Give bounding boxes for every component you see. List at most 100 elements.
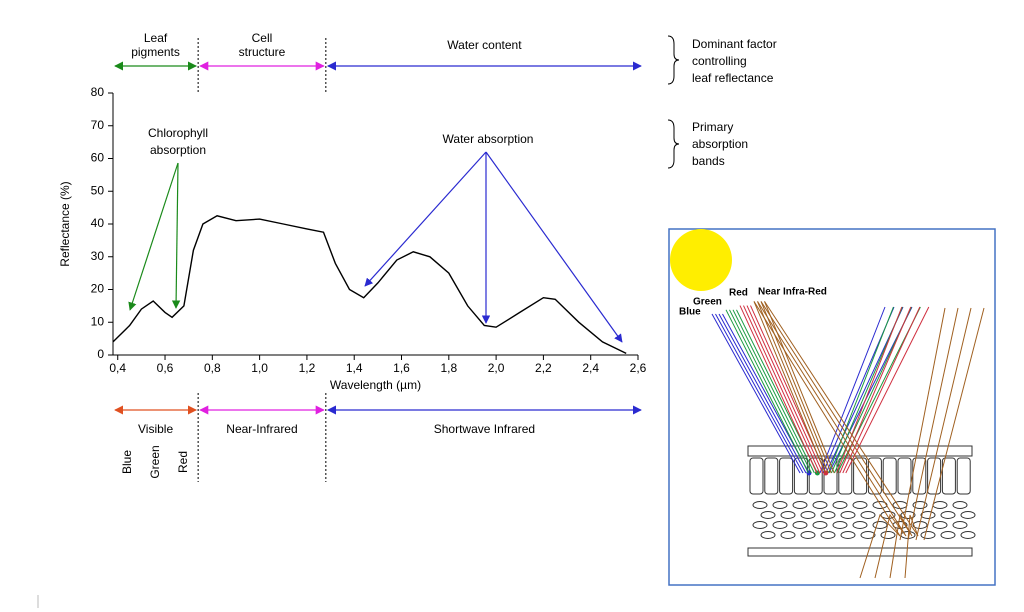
- reflected-ray: [907, 307, 959, 541]
- y-axis-label: Reflectance (%): [58, 181, 72, 266]
- y-tick-label: 30: [91, 249, 105, 263]
- palisade-cell: [897, 457, 912, 495]
- incident-ray: [764, 301, 835, 474]
- transmitted-ray: [760, 301, 913, 579]
- leaf-label: Green: [693, 297, 722, 308]
- spongy-cell: [760, 511, 776, 519]
- x-tick-label: 2,0: [488, 361, 505, 375]
- spongy-cell: [752, 521, 768, 529]
- side-note: leaf reflectance: [692, 71, 774, 85]
- spongy-cell: [780, 531, 796, 539]
- band-label: Green: [148, 445, 162, 478]
- y-tick-label: 0: [97, 347, 104, 361]
- annotation-label: Water absorption: [443, 132, 534, 146]
- brace: [667, 35, 680, 85]
- spongy-cell: [960, 531, 976, 539]
- spongy-cell: [792, 501, 808, 509]
- x-tick-label: 2,4: [582, 361, 599, 375]
- side-note: absorption: [692, 137, 748, 151]
- region-label: Leaf: [144, 31, 168, 45]
- incident-ray: [743, 305, 821, 474]
- incident-ray: [753, 301, 826, 474]
- incident-ray: [718, 313, 807, 474]
- palisade-cell: [956, 457, 971, 495]
- spongy-cell: [840, 511, 856, 519]
- brace: [667, 119, 680, 169]
- y-tick-label: 10: [91, 314, 105, 328]
- spongy-cell: [932, 501, 948, 509]
- reflected-ray: [827, 306, 894, 474]
- region-label: Cell: [252, 31, 273, 45]
- x-tick-label: 0,4: [109, 361, 126, 375]
- palisade-cell: [764, 457, 779, 495]
- spongy-cell: [872, 521, 888, 529]
- x-tick-label: 1,6: [393, 361, 410, 375]
- transmitted-ray: [753, 301, 901, 579]
- side-note: Dominant factor: [692, 37, 777, 51]
- reflected-ray: [836, 306, 903, 474]
- spongy-cell: [820, 511, 836, 519]
- palisade-cell: [941, 457, 956, 495]
- region-label: Shortwave Infrared: [434, 422, 535, 436]
- spongy-cell: [800, 511, 816, 519]
- leaf-diagram: Blue Green Red Near Infra-Red: [668, 228, 996, 586]
- spongy-cell: [812, 521, 828, 529]
- reflected-ray: [839, 306, 912, 474]
- incident-ray: [729, 309, 812, 474]
- y-tick-label: 60: [91, 151, 105, 165]
- annotation-label: Chlorophyll: [148, 126, 208, 140]
- spongy-cell: [860, 511, 876, 519]
- palisade-cell: [749, 457, 764, 495]
- incident-ray: [732, 309, 815, 474]
- spongy-cell: [920, 511, 936, 519]
- x-tick-label: 0,8: [204, 361, 221, 375]
- band-label: Red: [176, 451, 190, 473]
- side-note: Primary: [692, 120, 733, 134]
- annotation-arrow: [364, 151, 487, 287]
- band-label: Blue: [120, 450, 134, 474]
- palisade-cell: [882, 457, 897, 495]
- incident-ray: [725, 309, 809, 474]
- spongy-cell: [940, 511, 956, 519]
- spongy-cell: [852, 521, 868, 529]
- incident-ray: [739, 305, 818, 474]
- spongy-cell: [840, 531, 856, 539]
- region-label: Visible: [138, 422, 173, 436]
- spongy-cell: [772, 501, 788, 509]
- spongy-cell: [792, 521, 808, 529]
- reflected-ray: [842, 306, 921, 474]
- spongy-cell: [952, 501, 968, 509]
- x-tick-label: 2,2: [535, 361, 552, 375]
- transmitted-ray: [764, 301, 919, 579]
- reflected-ray: [923, 307, 985, 541]
- leaf-label: Near Infra-Red: [758, 287, 827, 298]
- spongy-cell: [872, 501, 888, 509]
- spongy-cell: [960, 511, 976, 519]
- reflected-ray: [915, 307, 972, 541]
- reflected-ray: [845, 306, 930, 474]
- y-tick-label: 20: [91, 282, 105, 296]
- spongy-cell: [932, 521, 948, 529]
- spongy-cell: [880, 531, 896, 539]
- side-note: bands: [692, 154, 725, 168]
- x-tick-label: 0,6: [157, 361, 174, 375]
- spongy-cell: [940, 531, 956, 539]
- leaf-label: Blue: [679, 307, 701, 318]
- spongy-cell: [800, 531, 816, 539]
- spongy-cell: [920, 531, 936, 539]
- leaf-cuticle: [747, 547, 973, 557]
- incident-ray: [760, 301, 832, 474]
- y-tick-label: 50: [91, 183, 105, 197]
- y-tick-label: 80: [91, 85, 105, 99]
- x-tick-label: 1,4: [346, 361, 363, 375]
- spongy-cell: [852, 501, 868, 509]
- spongy-cell: [752, 501, 768, 509]
- spongy-cell: [832, 521, 848, 529]
- region-label: structure: [239, 45, 286, 59]
- spongy-cell: [772, 521, 788, 529]
- spongy-cell: [832, 501, 848, 509]
- annotation-arrow: [128, 162, 179, 311]
- spongy-cell: [860, 531, 876, 539]
- palisade-cell: [779, 457, 794, 495]
